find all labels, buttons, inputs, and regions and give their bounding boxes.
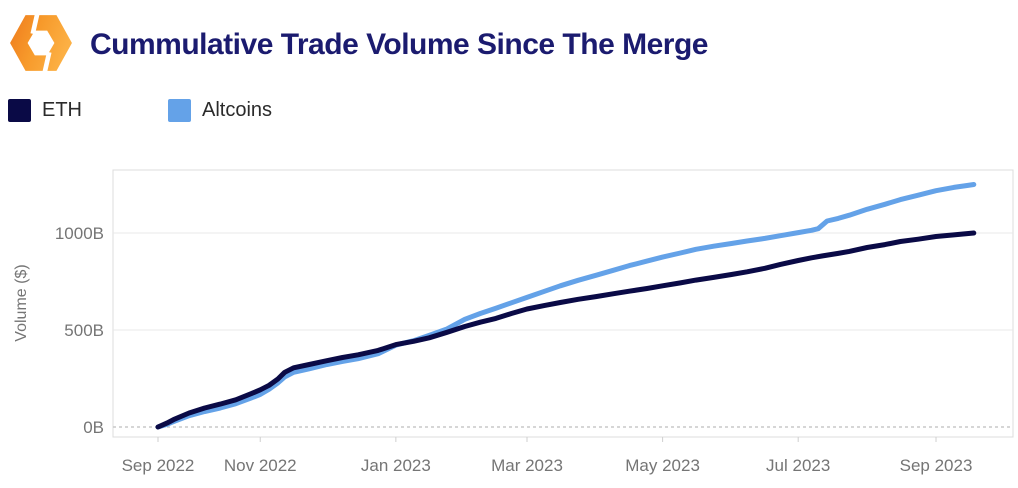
x-tick-label: Sep 2022 [122,456,195,475]
x-tick-label: Sep 2023 [900,456,973,475]
eth-legend-label: ETH [42,99,82,121]
eth-legend-swatch [8,99,31,122]
eth-line-series [155,230,977,430]
cumulative-volume-line-chart: 0B 500B 1000B Sep 2022 Nov 2022 Jan 2023 Mar 2… [13,169,1014,475]
x-tick-label: Jul 2023 [766,456,830,475]
x-tick-label: Jan 2023 [361,456,431,475]
x-tick-label: May 2023 [625,456,700,475]
brand-logo-icon [10,10,72,76]
altcoins-legend-label: Altcoins [202,99,273,121]
plot-border [112,169,1014,438]
x-tick-label: Mar 2023 [491,456,563,475]
y-tick-label: 0B [83,418,104,437]
legend-item-eth: ETH [8,99,82,122]
altcoins-legend-swatch [168,99,191,122]
y-tick-label: 1000B [55,224,104,243]
altcoins-line-series [155,182,977,430]
y-tick-label: 500B [64,321,104,340]
page-title: Cummulative Trade Volume Since The Merge [90,28,708,61]
x-tick-label: Nov 2022 [224,456,297,475]
y-axis-title: Volume ($) [13,264,30,341]
legend-item-altcoins: Altcoins [168,99,272,122]
